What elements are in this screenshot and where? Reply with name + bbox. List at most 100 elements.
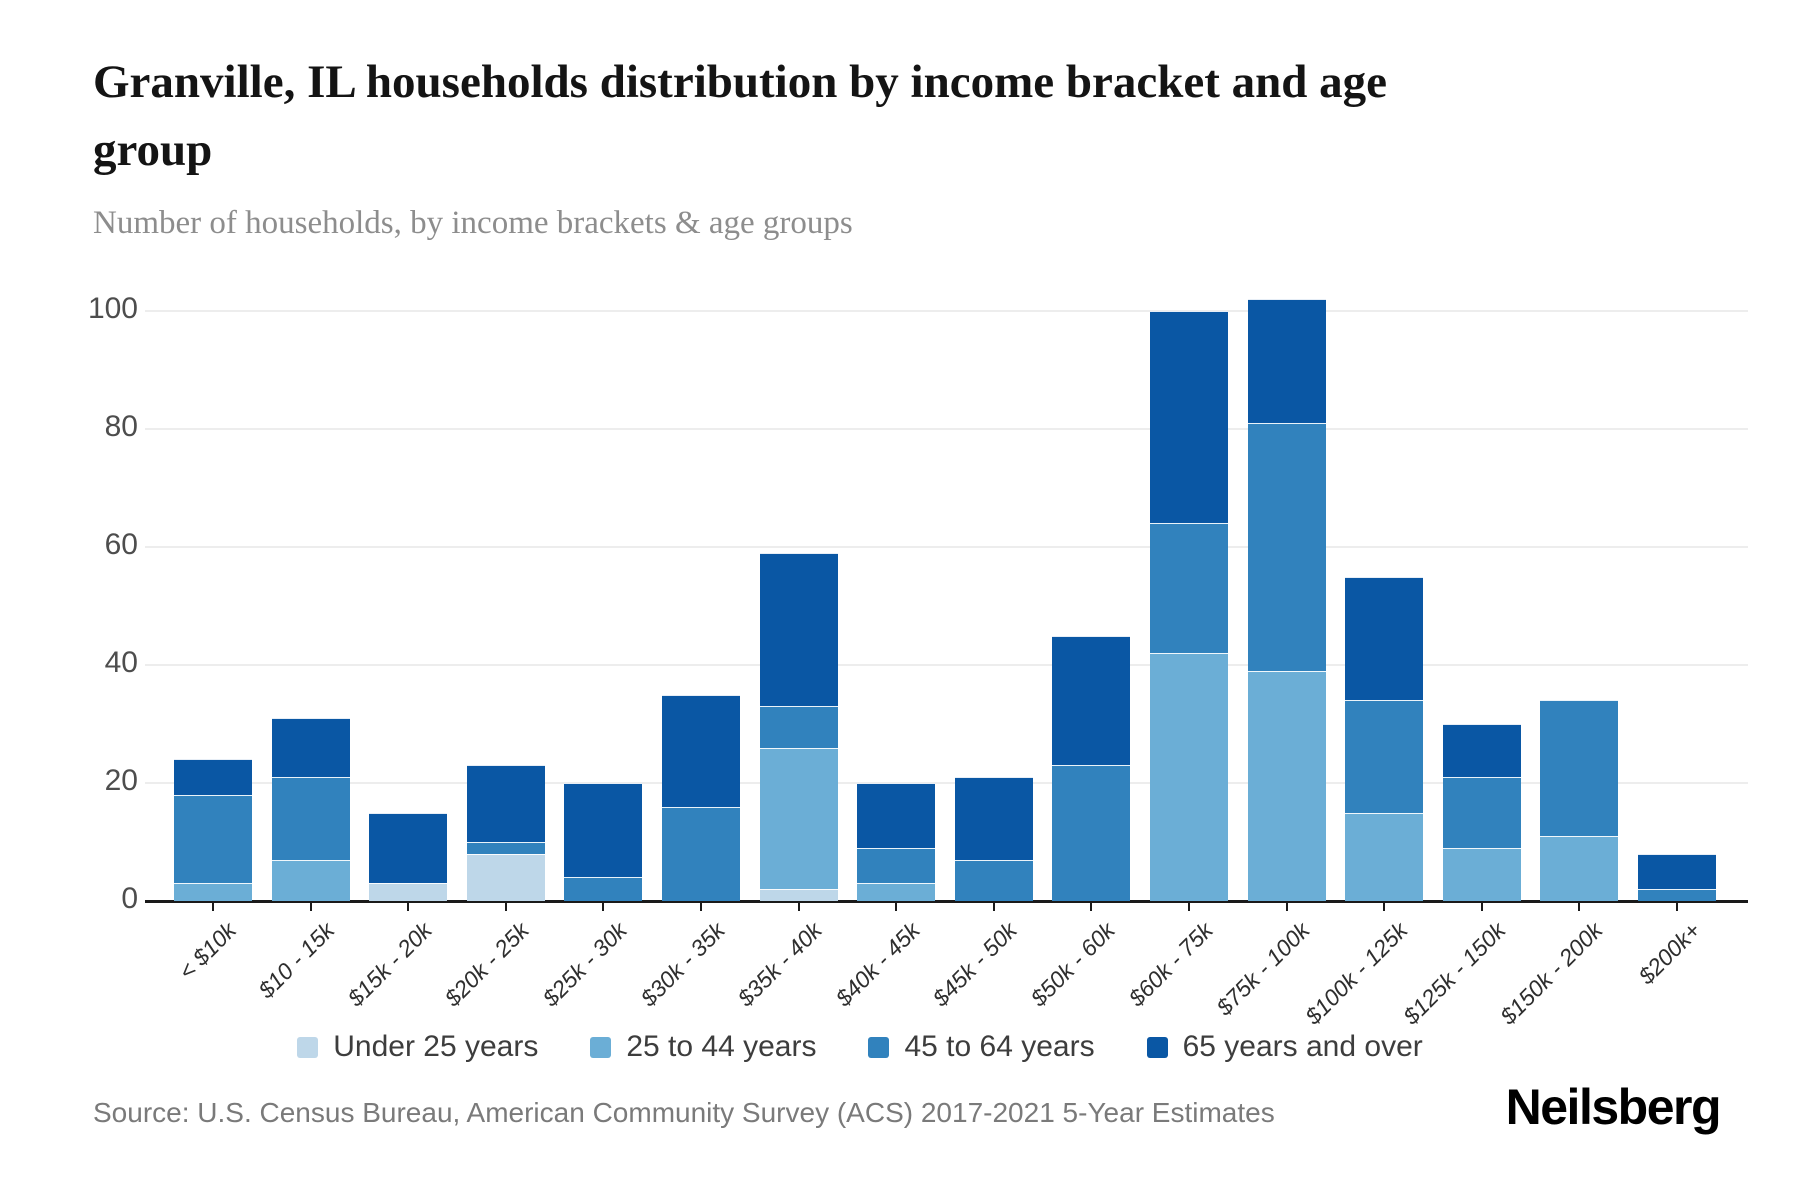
- legend-swatch: [297, 1036, 319, 1058]
- source-note: Source: U.S. Census Bureau, American Com…: [93, 1097, 1275, 1128]
- bar-segment[interactable]: [466, 842, 545, 854]
- bar-segment[interactable]: [1638, 853, 1716, 890]
- y-tick-label: 40: [104, 646, 138, 679]
- legend-label: 65 years and over: [1182, 1030, 1423, 1063]
- bar-segment[interactable]: [857, 883, 936, 901]
- x-axis-tick: [1285, 903, 1288, 911]
- x-axis-tick: [212, 903, 214, 911]
- x-tick-label: $25k - 30k: [537, 917, 632, 1012]
- gridline: [145, 310, 1748, 312]
- legend: Under 25 years 25 to 44 years 45 to 64 yea…: [0, 1030, 1720, 1064]
- bar-segment[interactable]: [1150, 311, 1228, 524]
- bar-segment[interactable]: [857, 847, 936, 884]
- bar-segment[interactable]: [1247, 299, 1326, 424]
- bar-segment[interactable]: [1150, 523, 1228, 654]
- x-tick-label: $150k - 200k: [1495, 917, 1608, 1030]
- bar-segment[interactable]: [1247, 423, 1326, 671]
- bar-group: [1247, 299, 1326, 901]
- legend-label: 25 to 44 years: [626, 1030, 817, 1063]
- bar-group: [1442, 724, 1521, 901]
- x-tick-label: $20k - 25k: [439, 917, 535, 1012]
- bar-segment[interactable]: [1540, 836, 1619, 901]
- bar-segment[interactable]: [1247, 670, 1326, 901]
- bar-segment[interactable]: [759, 706, 838, 748]
- x-axis-tick: [407, 903, 410, 911]
- bar-segment[interactable]: [466, 853, 545, 901]
- x-tick-label: $40k - 45k: [830, 917, 925, 1012]
- x-tick-label: $100k - 125k: [1300, 917, 1413, 1030]
- gridline: [145, 546, 1748, 548]
- legend-item[interactable]: 25 to 44 years: [590, 1030, 816, 1064]
- legend-swatch: [1146, 1036, 1168, 1058]
- legend-label: 45 to 64 years: [904, 1030, 1095, 1063]
- x-axis-tick: [309, 903, 312, 911]
- bar-group: [759, 552, 838, 901]
- bar-segment[interactable]: [662, 694, 740, 807]
- x-tick-label: $45k - 50k: [927, 917, 1023, 1012]
- bar-segment[interactable]: [564, 877, 643, 901]
- bar-segment[interactable]: [1442, 847, 1521, 901]
- bar-segment[interactable]: [369, 883, 448, 901]
- bar-segment[interactable]: [1150, 653, 1228, 901]
- bar-group: [466, 765, 545, 901]
- legend-swatch: [868, 1036, 890, 1058]
- bar-group: [954, 777, 1033, 901]
- x-axis-tick: [1090, 903, 1093, 911]
- x-axis-tick: [797, 903, 800, 911]
- bar-segment[interactable]: [1442, 724, 1521, 778]
- bar-segment[interactable]: [1345, 700, 1424, 813]
- bar-segment[interactable]: [369, 812, 448, 884]
- y-tick-label: 20: [104, 764, 138, 797]
- bar-segment[interactable]: [1052, 765, 1131, 901]
- y-tick-label: 100: [87, 292, 138, 325]
- x-axis-tick: [1383, 903, 1386, 911]
- bar-segment[interactable]: [759, 747, 838, 890]
- bar-segment[interactable]: [174, 759, 252, 795]
- x-axis-tick: [700, 903, 702, 911]
- bar-segment[interactable]: [174, 883, 252, 901]
- y-tick-label: 60: [104, 528, 138, 561]
- gridline: [145, 428, 1748, 430]
- bar-segment[interactable]: [1345, 576, 1424, 701]
- x-axis-tick: [895, 903, 898, 911]
- legend-item[interactable]: 45 to 64 years: [868, 1030, 1095, 1064]
- bar-segment[interactable]: [564, 783, 643, 878]
- bar-group: [662, 694, 740, 901]
- x-axis-tick: [504, 903, 507, 911]
- bar-group: [1150, 311, 1228, 901]
- bar-segment[interactable]: [1540, 700, 1619, 837]
- brand-logo: Neilsberg: [1505, 1079, 1722, 1135]
- bar-segment[interactable]: [1052, 635, 1131, 766]
- bar-segment[interactable]: [1345, 812, 1424, 901]
- gridline: [145, 664, 1748, 666]
- bar-segment[interactable]: [466, 765, 545, 843]
- x-tick-label: $75k - 100k: [1211, 917, 1315, 1021]
- bar-segment[interactable]: [954, 859, 1033, 901]
- bar-segment[interactable]: [271, 777, 350, 860]
- x-tick-label: $50k - 60k: [1025, 917, 1120, 1012]
- bar-group: [271, 718, 350, 901]
- bar-group: [857, 783, 936, 901]
- x-tick-label: $10 - 15k: [252, 917, 339, 1004]
- bar-group: [174, 759, 252, 901]
- bar-segment[interactable]: [271, 859, 350, 901]
- bar-segment[interactable]: [857, 783, 936, 848]
- x-axis-tick: [1480, 903, 1483, 911]
- legend-item[interactable]: 65 years and over: [1146, 1030, 1423, 1064]
- y-tick-label: 0: [121, 882, 138, 915]
- bar-segment[interactable]: [271, 718, 350, 778]
- bar-segment[interactable]: [759, 552, 838, 707]
- bar-segment[interactable]: [662, 806, 740, 901]
- bar-segment[interactable]: [759, 889, 838, 901]
- bar-segment[interactable]: [954, 777, 1033, 860]
- y-tick-label: 80: [104, 410, 138, 443]
- bar-segment[interactable]: [1638, 889, 1716, 901]
- x-axis-line: [145, 900, 1748, 903]
- x-axis-tick: [1578, 903, 1581, 911]
- x-axis-tick: [1676, 903, 1678, 911]
- legend-item[interactable]: Under 25 years: [297, 1030, 538, 1064]
- x-axis-tick: [602, 903, 605, 911]
- bar-segment[interactable]: [1442, 777, 1521, 848]
- bar-segment[interactable]: [174, 794, 252, 884]
